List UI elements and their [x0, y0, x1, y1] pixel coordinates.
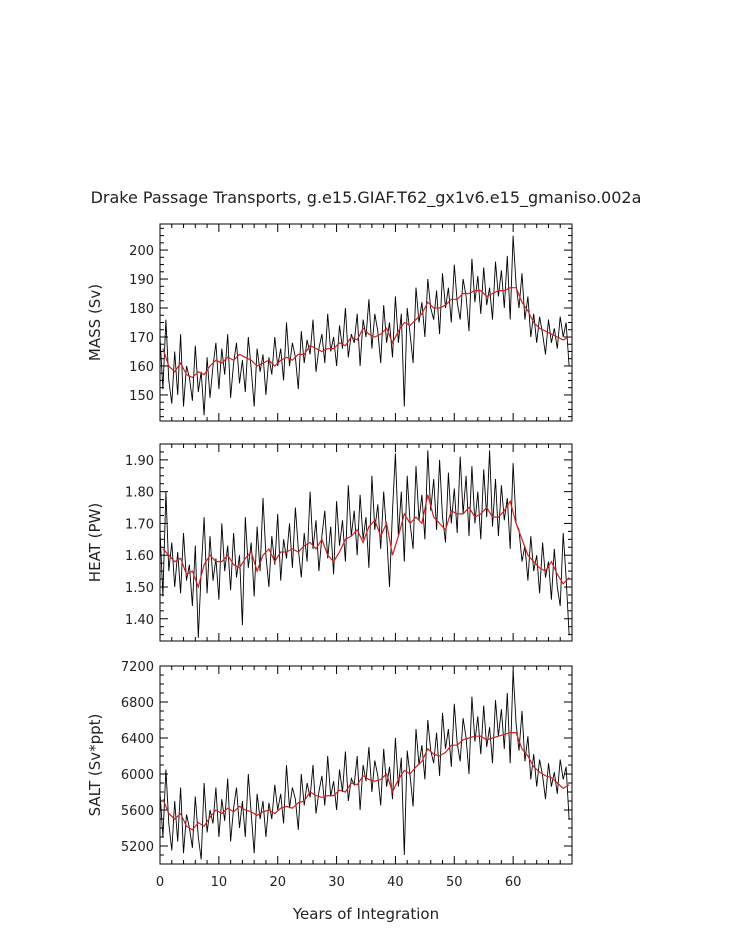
salt-y-axis-label: SALT (Sv*ppt): [86, 714, 104, 817]
heat-y-tick-label: 1.40: [125, 613, 154, 628]
mass-y-tick-label: 150: [129, 389, 154, 404]
mass-plot-frame: [159, 223, 573, 422]
mass-y-tick-label: 160: [129, 360, 154, 375]
heat-annual-series: [162, 494, 570, 589]
mass-y-tick-label: 200: [129, 244, 154, 259]
mass-y-tick-label: 180: [129, 302, 154, 317]
salt-y-tick-label: 5600: [121, 804, 154, 819]
heat-panel: 1.40 1.50 1.60 1.70 1.80 1.90 HEAT (PW): [86, 443, 573, 642]
salt-x-tick-label: 60: [505, 875, 522, 890]
heat-y-axis-label: HEAT (PW): [86, 503, 104, 582]
heat-y-tick-label: 1.90: [125, 454, 154, 469]
salt-annual-series: [162, 731, 570, 831]
salt-x-tick-label: 20: [269, 875, 286, 890]
mass-y-axis-label: MASS (Sv): [86, 284, 104, 361]
mass-monthly-series: [160, 235, 570, 416]
salt-x-tick-label: 0: [156, 875, 164, 890]
salt-y-tick-label: 6000: [121, 768, 154, 783]
heat-y-tick-label: 1.70: [125, 517, 154, 532]
figure-title: Drake Passage Transports, g.e15.GIAF.T62…: [91, 188, 642, 208]
salt-x-tick-label: 10: [211, 875, 228, 890]
heat-monthly-series: [160, 450, 570, 638]
salt-x-tick-label: 30: [328, 875, 345, 890]
mass-annual-series: [162, 287, 570, 379]
salt-y-tick-label: 6800: [121, 696, 154, 711]
salt-y-tick-label: 5200: [121, 840, 154, 855]
salt-monthly-series: [160, 670, 570, 860]
mass-panel: 150 160 170 180 190 200 MASS (Sv): [86, 223, 573, 422]
heat-y-tick-label: 1.60: [125, 549, 154, 564]
heat-y-tick-label: 1.50: [125, 581, 154, 596]
x-axis-label: Years of Integration: [292, 905, 439, 923]
salt-x-tick-label: 40: [387, 875, 404, 890]
heat-plot-frame: [159, 443, 573, 642]
salt-panel: 5200 5600 6000 6400 6800 7200 0 10 20 30 40 50 60 SAL…: [86, 660, 573, 890]
salt-plot-frame: [159, 665, 573, 865]
salt-y-tick-label: 6400: [121, 732, 154, 747]
salt-x-tick-label: 50: [446, 875, 463, 890]
salt-y-tick-label: 7200: [121, 660, 154, 675]
heat-y-tick-label: 1.80: [125, 486, 154, 501]
mass-y-tick-label: 190: [129, 273, 154, 288]
mass-y-tick-label: 170: [129, 331, 154, 346]
